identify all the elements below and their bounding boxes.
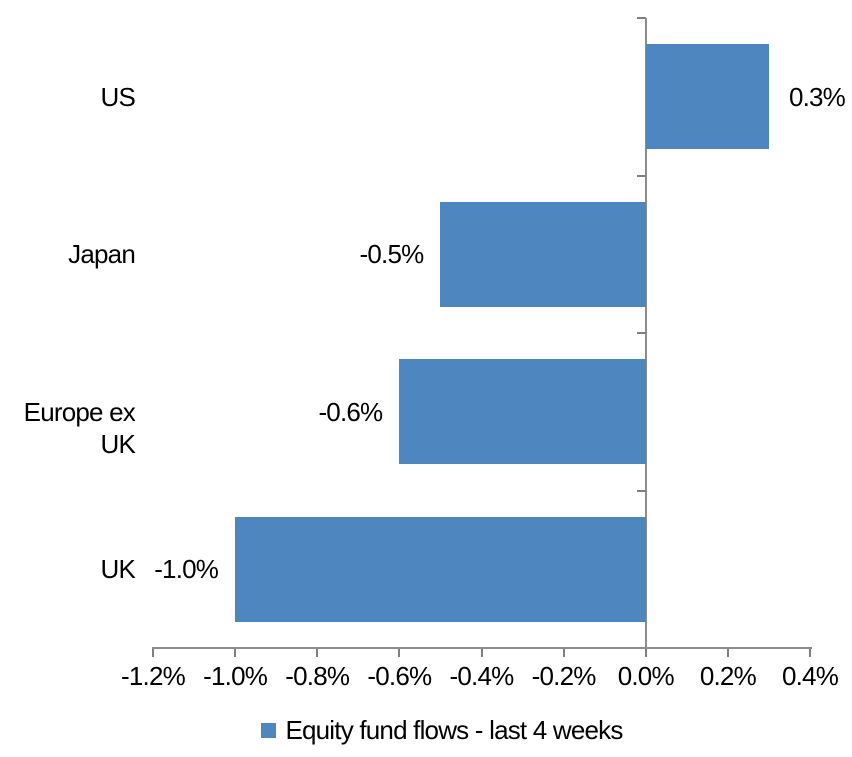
x-axis-tick-label: -0.2% [531,661,597,691]
bar-us [645,44,769,150]
category-axis-line [645,18,647,649]
legend-entry: Equity fund flows - last 4 weeks [261,715,623,745]
data-label: -1.0% [154,554,219,585]
x-axis-tick-mark [316,649,319,657]
category-label: US [100,81,135,112]
x-axis-tick-label: 0.4% [781,661,839,691]
x-axis-tick-mark [480,649,483,657]
category-axis-tick-mark [636,489,646,492]
bar-europe-ex-uk [399,359,646,465]
category-axis-tick-mark [636,332,646,334]
x-axis-tick-label: -0.8% [285,661,350,691]
x-axis-tick-label: -1.0% [203,661,268,691]
x-axis-tick-mark [234,649,237,657]
x-axis-tick-mark [809,649,811,657]
x-axis-tick-label: -0.4% [449,661,515,691]
x-axis-line [152,647,812,649]
category-label: Europe ex UK [23,396,136,459]
bar-japan [440,201,646,307]
category-axis-tick-mark [636,174,646,177]
category-label: UK [100,554,135,585]
x-axis-tick-mark [726,649,729,657]
x-axis-tick-label: -1.2% [121,661,186,691]
data-label: -0.6% [318,396,383,427]
x-axis-tick-mark [644,649,647,657]
x-axis-tick-label: -0.6% [367,661,432,691]
x-axis-tick-mark [562,649,565,657]
bar-uk [235,516,646,622]
legend-marker-swatch [261,722,277,738]
x-axis-tick-mark [398,649,401,657]
legend: Equity fund flows - last 4 weeks [0,715,852,745]
data-label: 0.3% [788,81,846,112]
legend-label: Equity fund flows - last 4 weeks [285,715,623,745]
category-axis-tick-mark [636,17,646,19]
x-axis-tick-label: 0.0% [617,661,675,691]
x-axis-tick-mark [152,649,154,657]
data-label: -0.5% [359,239,425,270]
category-label: Japan [68,239,136,270]
x-axis-tick-label: 0.2% [699,661,757,691]
